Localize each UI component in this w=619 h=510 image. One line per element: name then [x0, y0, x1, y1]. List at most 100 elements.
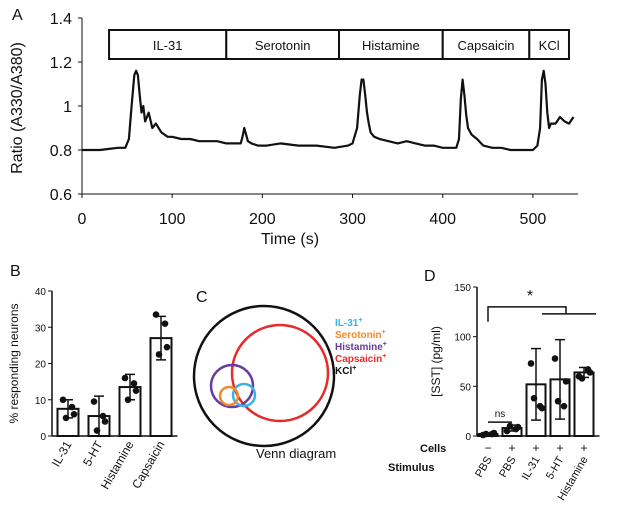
data-point	[101, 418, 109, 425]
data-point	[59, 396, 67, 404]
stimulus-segment	[528, 29, 570, 60]
venn-legend-superscript: +	[382, 353, 386, 360]
data-point	[124, 396, 132, 404]
serotonin-circle	[218, 385, 240, 407]
x-tick-label: 200	[249, 211, 276, 228]
significance-star: *	[527, 288, 533, 305]
venn-legend-label: KCl	[335, 366, 352, 377]
venn-legend-label: Histamine	[335, 342, 383, 353]
venn-legend-entry: KCl+	[335, 365, 356, 377]
panel-letter-d: D	[424, 268, 436, 285]
data-point	[99, 412, 107, 420]
category-label: IL-31	[49, 438, 75, 469]
venn-legend-superscript: +	[382, 329, 386, 336]
data-point	[121, 374, 129, 382]
stimulus-label: PBS	[497, 455, 518, 480]
panel-letter-a: A	[12, 7, 23, 24]
ns-label: ns	[495, 409, 506, 420]
stimulus-segment	[338, 29, 444, 60]
data-point	[482, 430, 490, 438]
y-axis-label: Ratio (A330/A380)	[9, 42, 26, 174]
x-tick-label: 400	[429, 211, 456, 228]
data-point	[538, 404, 546, 412]
venn-legend-entry: IL-31+	[335, 317, 362, 329]
data-point	[155, 351, 163, 358]
y-tick-label: 1.2	[50, 55, 72, 72]
y-axis-label: % responding neurons	[7, 303, 21, 423]
y-tick-label: 0.8	[50, 143, 72, 160]
stimulus-label: 5-HT	[544, 454, 567, 481]
data-point	[93, 427, 101, 434]
x-tick-label: 300	[339, 211, 366, 228]
stimulus-label: Serotonin	[255, 38, 311, 53]
data-point	[90, 398, 98, 405]
venn-legend-superscript: +	[352, 365, 356, 372]
cells-marker: +	[508, 441, 515, 455]
category-label: 5-HT	[80, 438, 106, 469]
stimulus-label: PBS	[473, 455, 494, 480]
venn-legend-entry: Capsaicin+	[335, 353, 386, 365]
venn-caption: Venn diagram	[256, 446, 336, 461]
data-point	[514, 423, 522, 431]
y-tick-label: 150	[454, 283, 471, 294]
x-axis-label: Time (s)	[261, 231, 319, 248]
y-tick-label: 20	[35, 360, 47, 371]
data-point	[130, 380, 138, 387]
y-axis-label: [SST] (pg/ml)	[429, 326, 443, 397]
data-point	[132, 387, 140, 394]
histamine-circle	[209, 363, 255, 409]
il31-circle	[231, 382, 257, 408]
data-point	[562, 378, 570, 385]
cells-marker: +	[556, 441, 563, 455]
y-tick-label: 10	[35, 396, 47, 407]
panel-letter-c: C	[196, 289, 208, 306]
data-point	[503, 427, 511, 435]
stimulus-segment	[441, 29, 531, 60]
cells-marker: −	[484, 441, 491, 455]
data-point	[527, 360, 535, 367]
venn-legend-label: Capsaicin	[335, 354, 382, 365]
stimulus-row-label: Stimulus	[388, 462, 434, 474]
data-point	[70, 410, 78, 418]
stimulus-label: IL-31	[520, 455, 543, 483]
venn-legend-label: IL-31	[335, 318, 359, 329]
stimulus-label: IL-31	[153, 38, 183, 53]
data-point	[490, 429, 498, 437]
y-tick-label: 30	[35, 323, 47, 334]
data-point	[530, 394, 538, 402]
data-point	[62, 414, 70, 422]
data-point	[586, 369, 594, 376]
data-point	[578, 375, 586, 382]
capsaicin-circle	[230, 323, 330, 423]
significance-bracket	[487, 306, 567, 322]
stimulus-label: Capsaicin	[457, 38, 514, 53]
data-point	[554, 397, 562, 405]
venn-legend-entry: Serotonin+	[335, 329, 386, 341]
data-point	[506, 422, 514, 430]
x-tick-label: 500	[520, 211, 547, 228]
stimulus-label: KCl	[539, 38, 560, 53]
venn-legend-label: Serotonin	[335, 330, 382, 341]
panel-d-bar-chart: 0 50 100 150 [SST] (pg/ml) * ns Cells Stimulus − +…	[388, 283, 600, 503]
data-point	[161, 320, 169, 327]
bar	[573, 371, 595, 437]
y-tick-label: 0	[40, 432, 46, 443]
data-point	[163, 343, 171, 351]
stimulus-segment	[225, 29, 341, 60]
y-tick-label: 100	[454, 333, 471, 344]
cells-row-label: Cells	[420, 443, 446, 455]
y-tick-label: 50	[460, 382, 472, 393]
ratio-trace-line	[82, 69, 575, 152]
venn-legend-superscript: +	[383, 341, 387, 348]
data-point	[68, 403, 76, 411]
y-tick-label: 1	[63, 99, 72, 116]
y-tick-label: 1.4	[50, 11, 72, 28]
data-point	[152, 311, 160, 318]
y-tick-label: 0	[465, 432, 471, 443]
cells-marker: +	[532, 441, 539, 455]
y-tick-label: 0.6	[50, 187, 72, 204]
data-point	[551, 355, 559, 362]
data-point	[560, 402, 568, 410]
cells-marker: +	[580, 441, 587, 455]
